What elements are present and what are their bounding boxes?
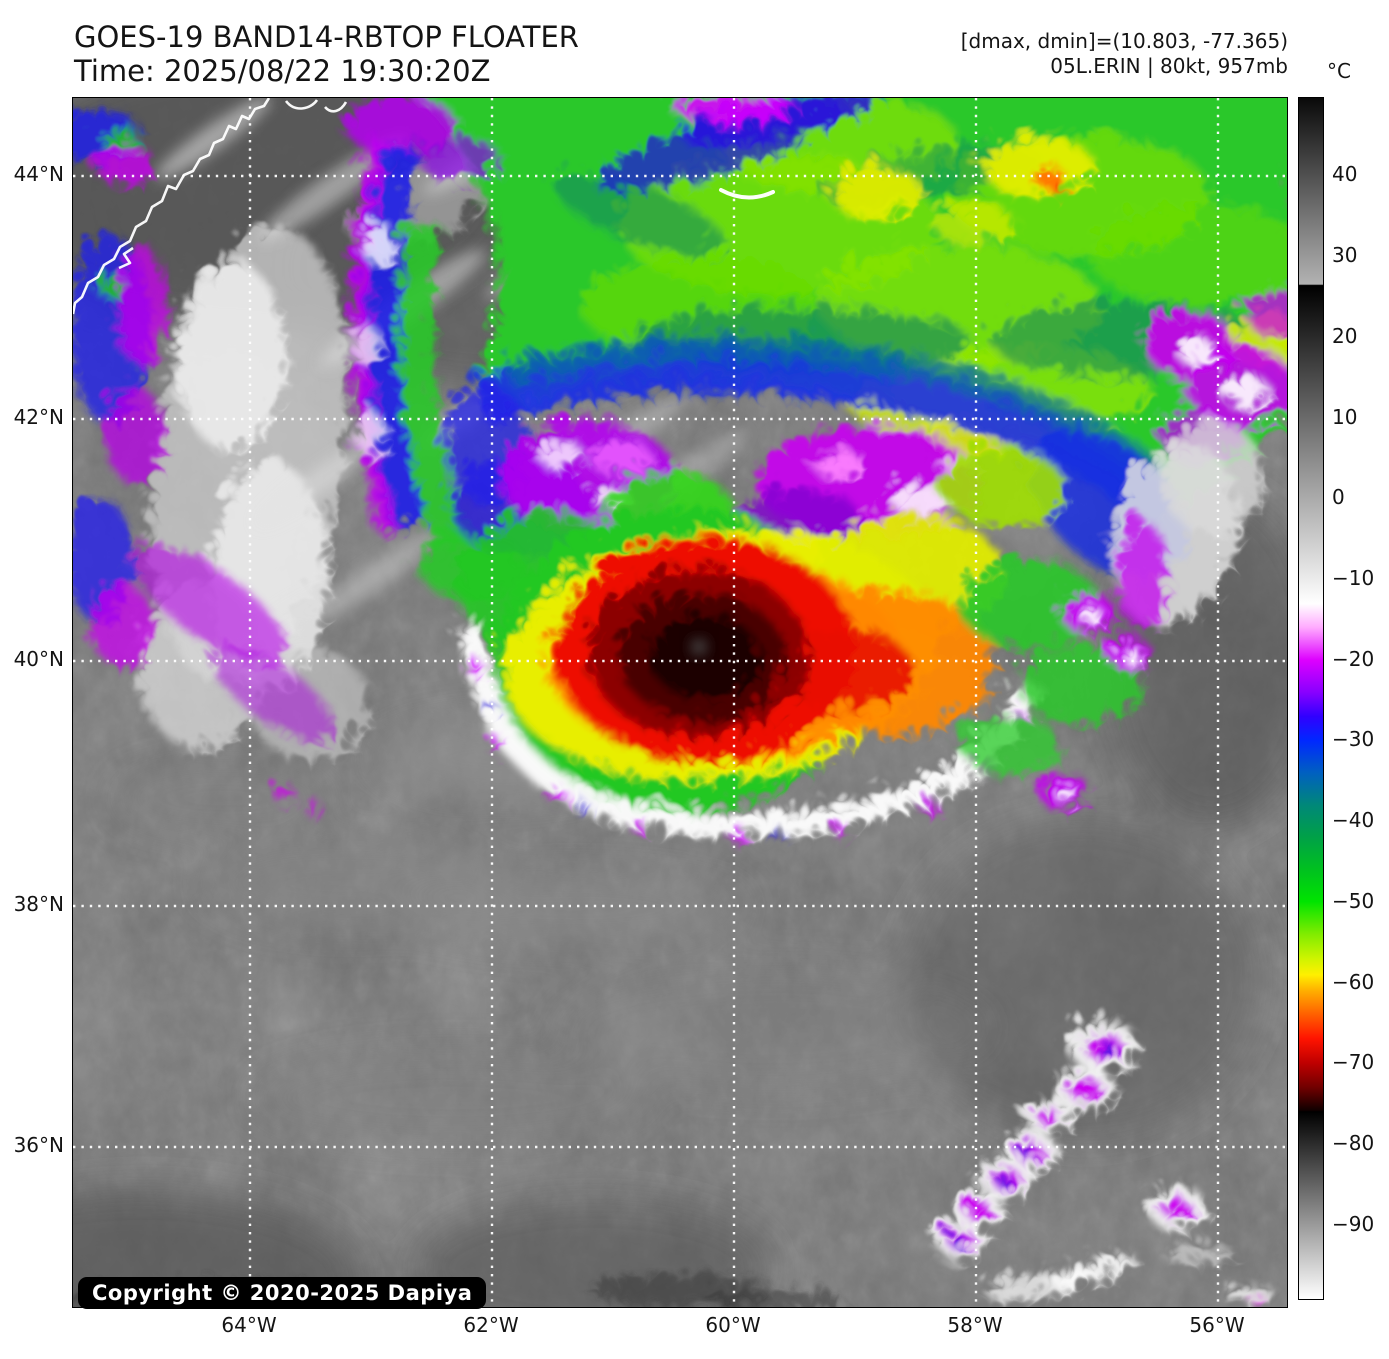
lat-tick-label: 42°N <box>13 405 64 429</box>
colorbar-tick-label: 10 <box>1332 405 1358 429</box>
colorbar-tick-label: −10 <box>1332 566 1375 590</box>
colorbar-unit-label: °C <box>1327 59 1351 83</box>
colorbar-tick-label: −60 <box>1332 970 1375 994</box>
storm-annotation: 05L.ERIN | 80kt, 957mb <box>1050 54 1288 78</box>
colorbar-tick-label: 20 <box>1332 324 1358 348</box>
colorbar-tick-label: −70 <box>1332 1050 1375 1074</box>
lon-tick-label: 56°W <box>1189 1313 1245 1337</box>
colorbar-tick-label: −90 <box>1332 1212 1375 1236</box>
colorbar-tick-label: −80 <box>1332 1131 1375 1155</box>
satellite-scene <box>73 98 1287 1307</box>
colorbar-tick-label: −20 <box>1332 647 1375 671</box>
coastline <box>73 98 348 315</box>
lat-tick-label: 38°N <box>13 892 64 916</box>
copyright-badge: Copyright © 2020-2025 Dapiya <box>78 1277 487 1309</box>
lon-tick-label: 60°W <box>705 1313 761 1337</box>
storm-eye <box>690 638 708 656</box>
sable-island-coastline <box>719 188 775 200</box>
convective-chain <box>927 1014 1201 1265</box>
lat-tick-label: 36°N <box>13 1133 64 1157</box>
product-title: GOES-19 BAND14-RBTOP FLOATER <box>74 20 579 54</box>
colorbar-tick-label: −40 <box>1332 808 1375 832</box>
temperature-colorbar <box>1298 97 1324 1300</box>
lat-tick-label: 40°N <box>13 647 64 671</box>
colorbar-tick-label: 30 <box>1332 243 1358 267</box>
colorbar-tick-label: −50 <box>1332 889 1375 913</box>
colorbar-tick-label: −30 <box>1332 727 1375 751</box>
lon-tick-label: 62°W <box>463 1313 519 1337</box>
product-time: Time: 2025/08/22 19:30:20Z <box>74 54 491 88</box>
colorbar-tick-label: 0 <box>1332 485 1345 509</box>
satellite-map-canvas <box>72 97 1288 1308</box>
cold-cloud-shield <box>73 98 1287 1307</box>
lon-tick-label: 64°W <box>221 1313 277 1337</box>
colorbar-ticks: 40 30 20 10 0 −10 −20 −30 −40 −50 −60 −70 −80 −90 <box>1332 97 1388 1300</box>
dmax-dmin-annotation: [dmax, dmin]=(10.803, -77.365) <box>960 29 1288 53</box>
lon-tick-label: 58°W <box>947 1313 1003 1337</box>
grid-lines <box>73 98 1287 1307</box>
lat-tick-label: 44°N <box>13 162 64 186</box>
colorbar-tick-label: 40 <box>1332 162 1358 186</box>
